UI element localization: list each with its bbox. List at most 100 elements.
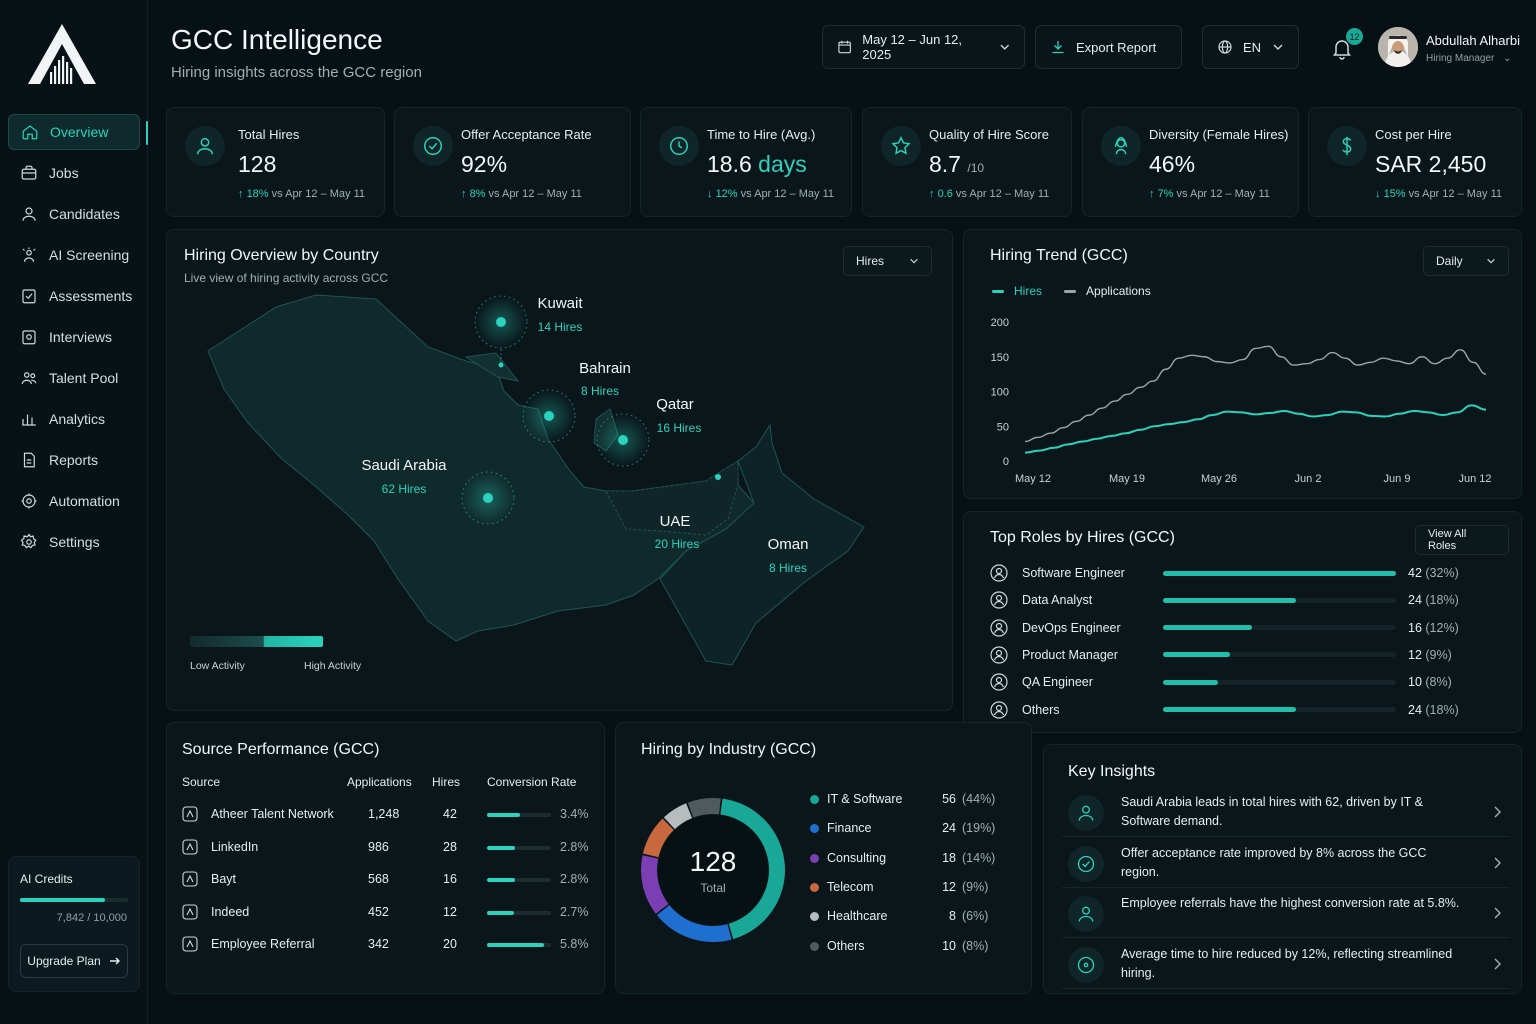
sidebar-item-label: Assessments [49, 288, 133, 304]
saudi-arabia-hotspot[interactable] [461, 471, 515, 525]
qatar-hotspot[interactable] [596, 413, 650, 467]
industry-percent: (14%) [962, 850, 996, 865]
insight-item[interactable]: Average time to hire reduced by 12%, ref… [1062, 941, 1510, 989]
donut-slice-others[interactable] [687, 798, 721, 818]
role-value: 12 (9%) [1408, 648, 1452, 662]
sidebar-item-reports[interactable]: Reports [8, 442, 140, 478]
kpi-delta-value: 7% [1157, 188, 1174, 200]
sidebar-item-ai-screening[interactable]: AI Screening [8, 237, 140, 273]
oman-region[interactable] [659, 423, 865, 666]
source-hires: 28 [443, 839, 457, 854]
donut-slice-it-software[interactable] [720, 798, 785, 940]
legend-low-label: Low Activity [190, 660, 245, 672]
industry-name: Finance [827, 821, 872, 836]
kuwait-hotspot[interactable] [474, 295, 528, 349]
chevron-down-icon [1487, 258, 1495, 264]
donut-total-value: 128 [689, 846, 737, 877]
trend-down-icon: ↓ [1375, 188, 1384, 200]
kuwait-region[interactable] [464, 352, 520, 382]
sidebar-item-automation[interactable]: Automation [8, 483, 140, 519]
key-insights-panel [1043, 744, 1522, 994]
role-count: 24 [1408, 593, 1422, 608]
industry-name: Consulting [827, 850, 887, 865]
map-label-qatar: Qatar [656, 396, 694, 413]
industry-count: 10 [942, 938, 956, 953]
notification-bell-icon[interactable] [1330, 36, 1354, 60]
conversion-bar-track [487, 910, 551, 915]
legend-dot [810, 912, 819, 922]
legend-dot [810, 941, 819, 951]
export-report-button[interactable]: Export Report [1035, 25, 1182, 69]
map-hires-kuwait: 14 Hires [537, 320, 583, 334]
kpi-value: 18.6 days [707, 151, 807, 178]
sidebar-item-settings[interactable]: Settings [8, 524, 140, 560]
user-role[interactable]: Hiring Manager ⌄ [1426, 53, 1512, 64]
chevron-right-icon [1494, 958, 1501, 969]
activity-legend-bar [190, 636, 323, 647]
table-row[interactable]: Atheer Talent Network 1,248 42 3.4% [182, 805, 592, 825]
y-tick-label: 50 [997, 421, 1009, 433]
kpi-compare: vs Apr 12 – May 11 [955, 188, 1050, 200]
industry-count: 18 [942, 850, 956, 865]
industry-percent: (8%) [962, 938, 989, 953]
sidebar-item-overview[interactable]: Overview [8, 114, 148, 150]
role-bar [1163, 625, 1252, 631]
bayt-icon [182, 871, 198, 887]
source-name: Employee Referral [211, 937, 315, 951]
sidebar-item-jobs[interactable]: Jobs [8, 155, 140, 191]
table-row[interactable]: Bayt 568 16 2.8% [182, 870, 592, 890]
atheer-logo[interactable] [26, 22, 98, 86]
insight-item[interactable]: Saudi Arabia leads in total hires with 6… [1062, 789, 1510, 837]
date-range-picker[interactable]: May 12 – Jun 12, 2025 [822, 25, 1025, 69]
clock-icon [1068, 946, 1104, 983]
upgrade-plan-button[interactable]: Upgrade Plan [20, 944, 128, 978]
donut-slice-telecom[interactable] [642, 818, 674, 858]
donut-slice-healthcare[interactable] [663, 803, 693, 830]
kpi-delta-value: 12% [715, 188, 738, 200]
language-selector[interactable]: EN [1202, 25, 1299, 69]
sidebar-item-talent-pool[interactable]: Talent Pool [8, 360, 140, 396]
map-label-saudi-arabia: Saudi Arabia [361, 457, 447, 474]
trend-granularity-select[interactable]: Daily [1423, 246, 1509, 276]
sidebar-item-candidates[interactable]: Candidates [8, 196, 140, 232]
gcc-map[interactable] [166, 229, 953, 711]
source-performance-panel [166, 722, 605, 994]
sidebar-item-interviews[interactable]: Interviews [8, 319, 140, 355]
table-row[interactable]: Indeed 452 12 2.7% [182, 903, 592, 923]
bahrain-hotspot[interactable] [522, 389, 576, 443]
role-bar [1163, 652, 1230, 658]
insight-text: Offer acceptance rate improved by 8% acr… [1121, 845, 1427, 879]
sidebar-item-label: Analytics [49, 411, 106, 427]
uae-hotspot[interactable] [715, 474, 721, 480]
gear-icon [20, 533, 37, 549]
role-name: Data Analyst [1022, 593, 1093, 608]
sidebar-item-assessments[interactable]: Assessments [8, 278, 140, 314]
insight-item[interactable]: Offer acceptance rate improved by 8% acr… [1062, 840, 1510, 888]
role-percent: (8%) [1425, 675, 1452, 690]
sidebar-item-analytics[interactable]: Analytics [8, 401, 140, 437]
map-hires-qatar: 16 Hires [656, 421, 702, 435]
kpi-label: Quality of Hire Score [929, 127, 1049, 142]
user-photo-icon [1378, 27, 1418, 67]
uae-region[interactable] [605, 460, 739, 536]
source-rate: 2.8% [560, 872, 589, 886]
insight-item[interactable]: Employee referrals have the highest conv… [1062, 890, 1510, 938]
map-label-bahrain: Bahrain [579, 360, 631, 377]
donut-slice-consulting[interactable] [641, 855, 669, 914]
role-row: DevOps Engineer 16 (12%) [990, 618, 1500, 638]
avatar[interactable] [1378, 27, 1418, 67]
industry-count: 12 [942, 879, 956, 894]
donut-slice-finance[interactable] [656, 905, 732, 942]
kpi-value: SAR 2,450 [1375, 151, 1486, 178]
calendar-icon [22, 330, 36, 345]
kpi-delta-value: 8% [469, 188, 486, 200]
map-metric-select[interactable]: Hires [843, 246, 932, 276]
view-all-roles-button[interactable]: View All Roles [1415, 525, 1509, 555]
col-header-source: Source [182, 775, 221, 789]
table-row[interactable]: Employee Referral 342 20 5.8% [182, 935, 592, 955]
kpi-card-offer-acceptance: Offer Acceptance Rate 92% ↑ 8% vs Apr 12… [394, 107, 631, 217]
table-row[interactable]: LinkedIn 986 28 2.8% [182, 838, 592, 858]
conversion-bar-track [487, 813, 551, 817]
role-row: QA Engineer 10 (8%) [990, 672, 1500, 692]
role-name: Product Manager [1022, 647, 1118, 662]
